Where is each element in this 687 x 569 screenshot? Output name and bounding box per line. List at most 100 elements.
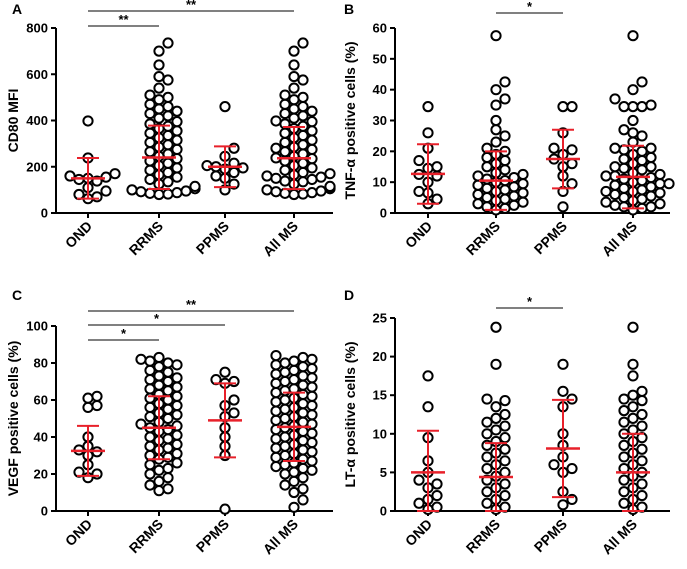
data-point [162, 366, 174, 378]
y-tick-label: 600 [26, 67, 48, 82]
data-point [609, 188, 621, 201]
data-point [499, 202, 511, 214]
data-point [100, 185, 112, 197]
y-tick-label: 5 [380, 465, 387, 480]
data-point [297, 453, 309, 465]
data-point [288, 103, 300, 115]
data-point [306, 436, 318, 449]
data-point [279, 146, 291, 158]
data-point [636, 443, 648, 455]
data-point [171, 187, 183, 199]
data-point [636, 478, 648, 490]
data-point [162, 412, 174, 425]
data-point [162, 110, 174, 122]
data-point [324, 168, 336, 180]
data-point [297, 462, 309, 475]
data-point [109, 168, 121, 180]
x-tick-label: RRMS [126, 516, 166, 556]
data-point [481, 191, 493, 204]
error-bar-all-ms [616, 144, 650, 210]
data-point [153, 351, 165, 364]
data-point [508, 199, 520, 211]
error-bar-ond [411, 143, 445, 205]
data-point [636, 193, 648, 205]
data-point [636, 130, 648, 142]
data-point [144, 411, 156, 423]
data-point [288, 188, 300, 201]
data-point [627, 370, 639, 382]
data-point [627, 30, 639, 42]
data-point [499, 395, 511, 407]
data-point [413, 474, 425, 486]
data-point [431, 478, 443, 490]
data-point [654, 198, 666, 210]
y-tick-label: 80 [34, 356, 48, 371]
data-point [180, 185, 192, 197]
data-point [297, 494, 309, 506]
data-point [315, 171, 327, 183]
x-tick-label: OND [402, 516, 435, 549]
significance-label: * [527, 0, 533, 14]
data-point [481, 161, 493, 173]
data-point [270, 142, 282, 154]
data-point [171, 420, 183, 432]
data-point [481, 393, 493, 405]
data-point [306, 381, 318, 393]
x-tick-label: PPMS [531, 218, 570, 257]
data-point [557, 101, 569, 113]
data-point [279, 394, 291, 406]
error-bar-rrms [479, 442, 513, 512]
data-point [162, 451, 174, 463]
data-point [566, 158, 578, 170]
data-point [228, 394, 240, 406]
data-point [618, 393, 630, 405]
data-point [279, 375, 291, 388]
data-point [279, 357, 291, 369]
y-tick-label: 20 [373, 349, 387, 364]
data-point [636, 408, 648, 421]
data-point [171, 143, 183, 156]
x-tick-label: RRMS [463, 516, 503, 556]
data-point [499, 478, 511, 490]
data-point [627, 101, 639, 113]
data-point [636, 455, 648, 467]
data-point [288, 355, 300, 367]
data-point [490, 412, 502, 424]
data-point [600, 196, 612, 208]
data-point [279, 164, 291, 176]
data-point [162, 442, 174, 454]
data-point [566, 101, 578, 113]
data-point [306, 173, 318, 186]
y-tick-label: 0 [380, 206, 387, 221]
data-point [306, 390, 318, 402]
data-point [261, 170, 273, 182]
data-point [288, 59, 300, 71]
data-point [144, 401, 156, 413]
data-point [618, 405, 630, 417]
data-point [499, 130, 511, 142]
data-point [162, 166, 174, 179]
data-point [162, 385, 174, 397]
data-point [228, 166, 240, 179]
x-tick-label: All MS [260, 218, 302, 260]
data-point [627, 389, 639, 401]
data-point [654, 187, 666, 199]
data-point [618, 101, 630, 113]
data-point [279, 127, 291, 139]
data-point [297, 416, 309, 428]
data-point [431, 161, 443, 173]
data-point [297, 435, 309, 447]
data-point [306, 464, 318, 476]
data-point [422, 370, 434, 382]
data-point [297, 37, 309, 49]
data-point [557, 499, 569, 511]
data-point [618, 439, 630, 451]
data-point [490, 114, 502, 127]
data-point [288, 501, 300, 513]
data-point [472, 198, 484, 210]
data-point [297, 444, 309, 456]
data-point [219, 101, 231, 113]
data-point [636, 164, 648, 176]
data-point [499, 164, 511, 176]
data-point [297, 166, 309, 179]
